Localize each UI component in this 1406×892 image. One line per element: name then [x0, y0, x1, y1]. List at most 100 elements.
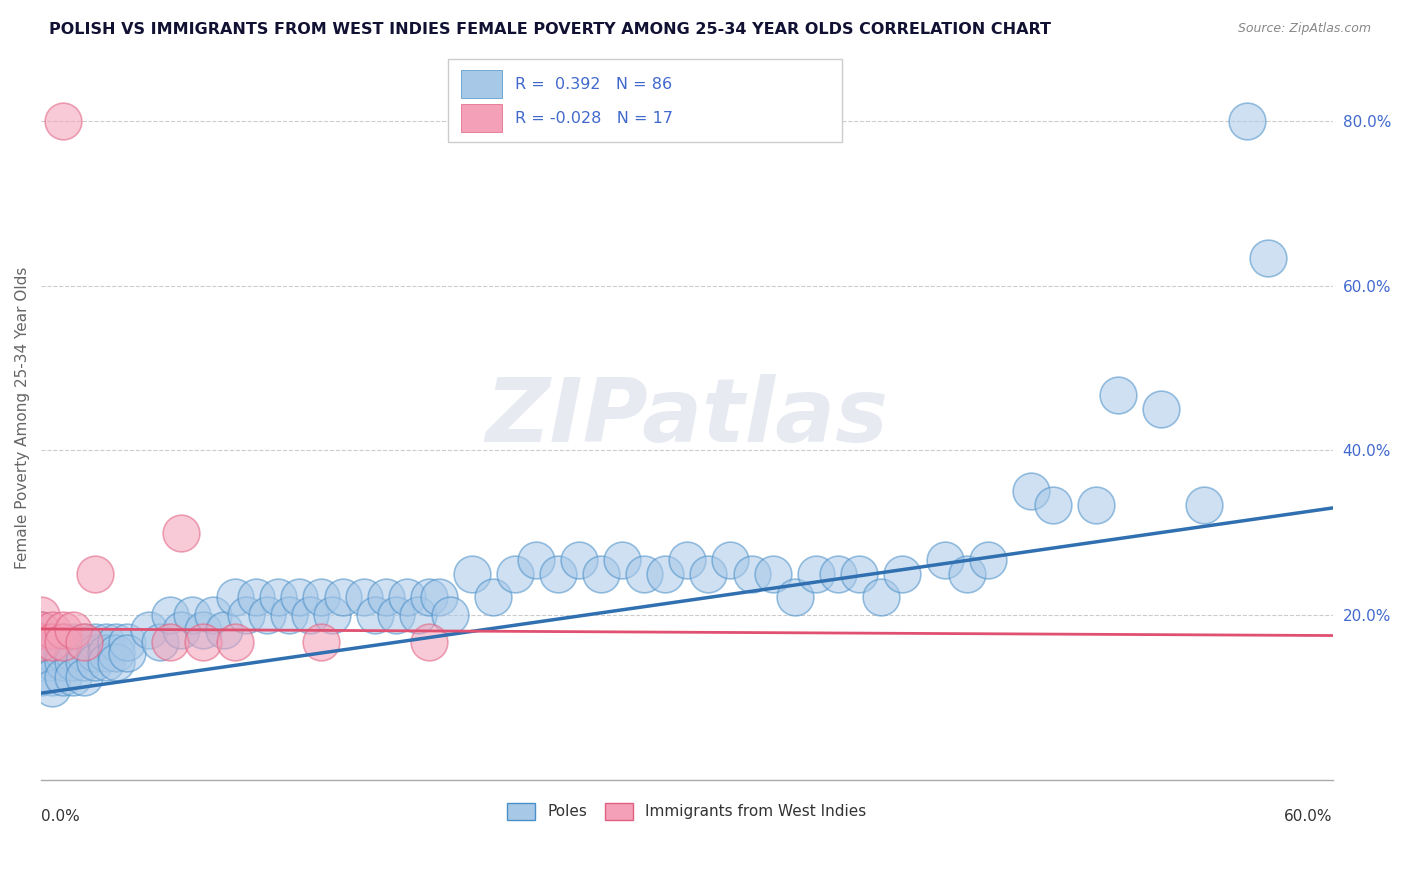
Point — [159, 635, 181, 649]
Point — [547, 566, 569, 581]
Point — [589, 566, 612, 581]
Point — [869, 590, 891, 604]
Point — [30, 670, 52, 684]
Point — [762, 566, 785, 581]
Point — [52, 655, 75, 669]
Text: POLISH VS IMMIGRANTS FROM WEST INDIES FEMALE POVERTY AMONG 25-34 YEAR OLDS CORRE: POLISH VS IMMIGRANTS FROM WEST INDIES FE… — [49, 22, 1052, 37]
Point — [364, 607, 387, 622]
Text: R =  0.392   N = 86: R = 0.392 N = 86 — [515, 77, 672, 92]
Point — [148, 635, 170, 649]
Point — [41, 681, 63, 696]
Point — [1192, 499, 1215, 513]
Point — [159, 607, 181, 622]
Point — [62, 670, 84, 684]
Point — [52, 623, 75, 637]
Point — [1149, 402, 1171, 417]
Point — [84, 566, 107, 581]
Point — [115, 635, 138, 649]
Text: 60.0%: 60.0% — [1284, 808, 1333, 823]
Point — [482, 590, 505, 604]
Point — [439, 607, 461, 622]
Point — [52, 635, 75, 649]
Point — [1107, 388, 1129, 402]
Point — [676, 553, 699, 567]
Point — [804, 566, 827, 581]
Point — [170, 623, 193, 637]
Point — [299, 607, 322, 622]
Point — [245, 590, 267, 604]
Point — [94, 655, 117, 669]
Point — [741, 566, 763, 581]
Point — [891, 566, 914, 581]
Point — [321, 607, 343, 622]
Point — [105, 635, 128, 649]
Point — [568, 553, 591, 567]
Point — [418, 590, 440, 604]
Point — [332, 590, 354, 604]
Point — [62, 623, 84, 637]
Point — [84, 646, 107, 660]
Point — [52, 670, 75, 684]
Point — [115, 646, 138, 660]
Bar — [461, 104, 502, 132]
Point — [1236, 114, 1258, 128]
Point — [30, 623, 52, 637]
Point — [612, 553, 634, 567]
Bar — [461, 70, 502, 98]
Point — [62, 655, 84, 669]
Point — [73, 635, 96, 649]
Point — [30, 635, 52, 649]
Point — [41, 670, 63, 684]
Point — [52, 646, 75, 660]
Text: Source: ZipAtlas.com: Source: ZipAtlas.com — [1237, 22, 1371, 36]
Point — [934, 553, 956, 567]
Point — [235, 607, 257, 622]
Point — [138, 623, 160, 637]
Point — [105, 646, 128, 660]
Legend: Poles, Immigrants from West Indies: Poles, Immigrants from West Indies — [502, 797, 873, 826]
Point — [267, 590, 290, 604]
Point — [224, 590, 246, 604]
Text: R = -0.028   N = 17: R = -0.028 N = 17 — [515, 111, 673, 126]
Point — [277, 607, 299, 622]
Point — [30, 607, 52, 622]
Point — [202, 607, 225, 622]
Point — [783, 590, 806, 604]
Point — [718, 553, 741, 567]
Point — [654, 566, 676, 581]
Point — [170, 525, 193, 540]
Point — [30, 646, 52, 660]
Point — [73, 635, 96, 649]
Text: ZIPatlas: ZIPatlas — [485, 374, 889, 461]
Point — [41, 646, 63, 660]
Point — [94, 646, 117, 660]
Point — [1084, 499, 1107, 513]
Point — [52, 114, 75, 128]
Point — [191, 635, 214, 649]
Point — [41, 623, 63, 637]
FancyBboxPatch shape — [449, 59, 842, 142]
Point — [633, 566, 655, 581]
Point — [52, 635, 75, 649]
Point — [212, 623, 235, 637]
Point — [191, 623, 214, 637]
Point — [224, 635, 246, 649]
Point — [427, 590, 450, 604]
Point — [503, 566, 526, 581]
Point — [396, 590, 419, 604]
Y-axis label: Female Poverty Among 25-34 Year Olds: Female Poverty Among 25-34 Year Olds — [15, 266, 30, 568]
Point — [30, 635, 52, 649]
Point — [309, 635, 332, 649]
Point — [524, 553, 547, 567]
Point — [84, 655, 107, 669]
Point — [697, 566, 720, 581]
Point — [94, 635, 117, 649]
Point — [1021, 484, 1043, 499]
Point — [827, 566, 849, 581]
Point — [41, 655, 63, 669]
Point — [848, 566, 870, 581]
Point — [418, 635, 440, 649]
Point — [385, 607, 408, 622]
Point — [977, 553, 1000, 567]
Point — [180, 607, 202, 622]
